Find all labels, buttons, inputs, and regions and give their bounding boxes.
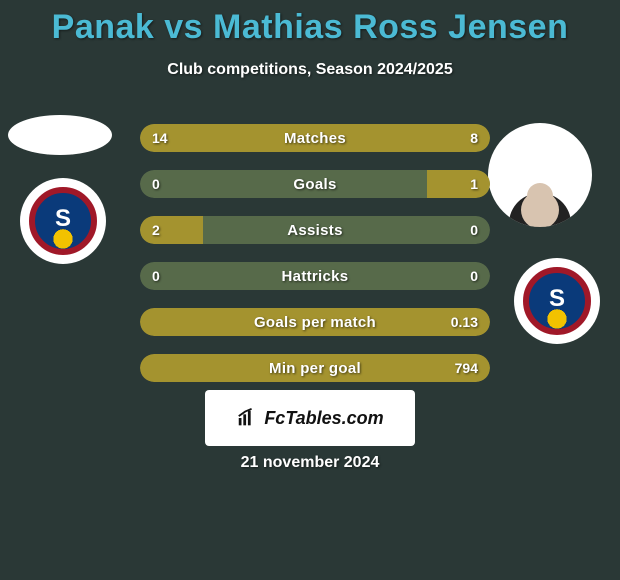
page-title: Panak vs Mathias Ross Jensen xyxy=(0,0,620,47)
stat-value-right: 0.13 xyxy=(451,308,478,336)
player-right-club-badge xyxy=(514,258,600,344)
stat-value-left: 14 xyxy=(152,124,168,152)
subtitle: Club competitions, Season 2024/2025 xyxy=(0,61,620,79)
stats-container: Matches148Goals01Assists20Hattricks00Goa… xyxy=(140,124,490,400)
stat-value-left: 2 xyxy=(152,216,160,244)
stat-value-right: 794 xyxy=(455,354,478,382)
stat-label: Goals per match xyxy=(140,308,490,336)
player-right-avatar xyxy=(488,123,592,227)
stat-row: Assists2 0 xyxy=(140,216,490,244)
stat-value-left: 0 xyxy=(152,170,160,198)
stat-row: Hattricks0 0 xyxy=(140,262,490,290)
stat-value-right: 8 xyxy=(470,124,478,152)
date-label: 21 november 2024 xyxy=(0,454,620,472)
stat-value-right: 0 xyxy=(470,262,478,290)
stat-value-right: 0 xyxy=(470,216,478,244)
player-left-club-badge xyxy=(20,178,106,264)
player-left-avatar xyxy=(8,115,112,155)
stat-row: Goals0 1 xyxy=(140,170,490,198)
stat-row: Matches14 8 xyxy=(140,124,490,152)
branding-icon xyxy=(236,407,258,429)
stat-label: Goals xyxy=(140,170,490,198)
stat-row: Min per goal794 xyxy=(140,354,490,382)
stat-row: Goals per match0.13 xyxy=(140,308,490,336)
stat-label: Assists xyxy=(140,216,490,244)
branding-text: FcTables.com xyxy=(264,408,383,429)
branding-badge: FcTables.com xyxy=(205,390,415,446)
stat-label: Min per goal xyxy=(140,354,490,382)
stat-value-left: 0 xyxy=(152,262,160,290)
stat-label: Hattricks xyxy=(140,262,490,290)
stat-value-right: 1 xyxy=(470,170,478,198)
stat-label: Matches xyxy=(140,124,490,152)
